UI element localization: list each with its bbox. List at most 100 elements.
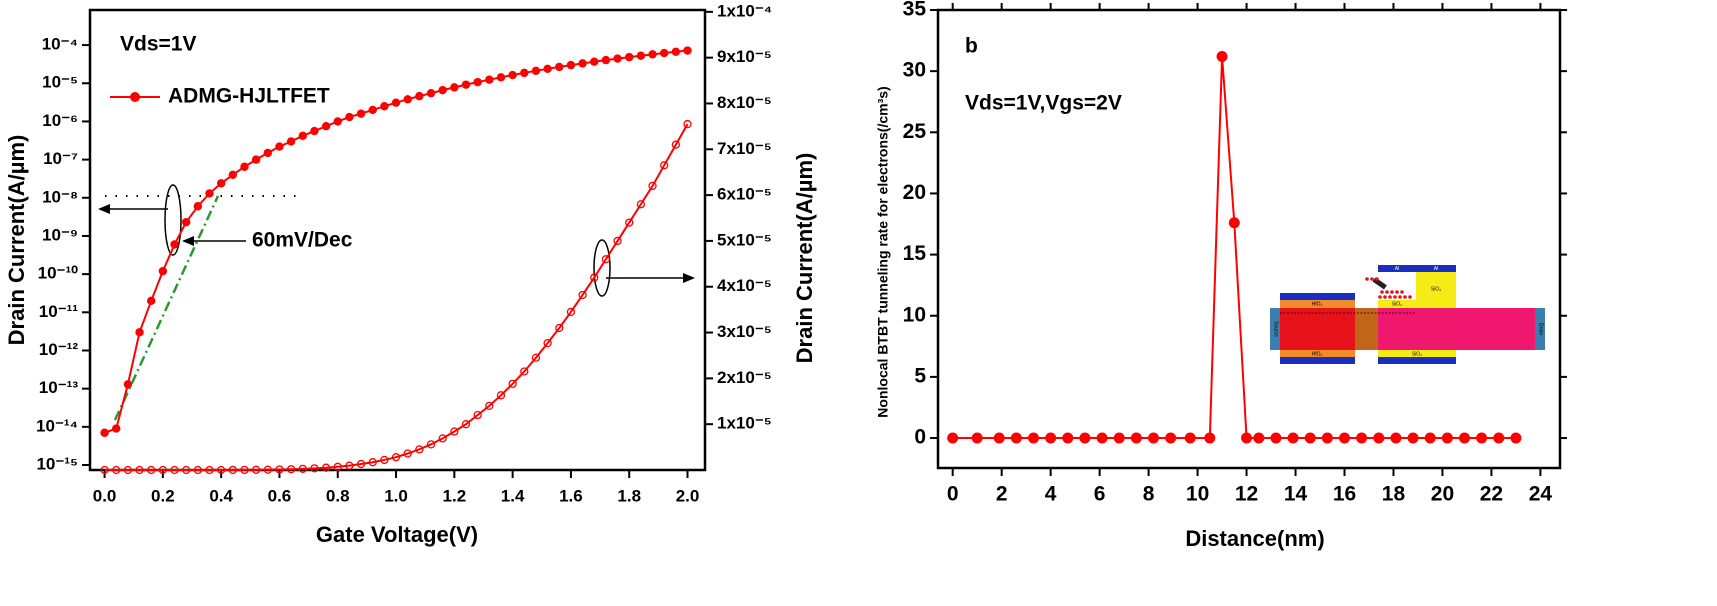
marker <box>520 367 529 376</box>
marker <box>1184 432 1196 444</box>
panel-label: b <box>965 35 978 58</box>
ellipse <box>593 239 611 297</box>
marker <box>263 148 272 158</box>
marker <box>135 465 144 475</box>
marker <box>1270 432 1282 444</box>
marker <box>1253 432 1265 444</box>
marker <box>543 64 552 74</box>
marker <box>147 296 156 306</box>
marker <box>368 105 377 115</box>
x-tick-label: 4 <box>1045 483 1057 506</box>
y-tick-label: 10⁻¹⁴ <box>36 416 78 435</box>
y-tick-label: 10⁻⁸ <box>42 187 78 206</box>
marker <box>601 255 611 264</box>
marker <box>993 432 1005 444</box>
marker <box>461 80 471 89</box>
y-tick-label: 5 <box>914 364 926 387</box>
x-tick-label: 0 <box>947 483 959 506</box>
plot-frame <box>88 8 707 472</box>
marker <box>1165 432 1177 444</box>
marker <box>1458 432 1470 444</box>
marker <box>566 60 576 70</box>
marker <box>947 432 959 444</box>
inset-label: HfO₂ <box>1312 351 1323 357</box>
marker <box>578 290 587 300</box>
marker <box>182 465 191 475</box>
series-line <box>104 123 689 471</box>
marker <box>240 465 249 475</box>
x-tick-label: 18 <box>1382 483 1406 506</box>
marker <box>403 95 412 104</box>
y-tick-label: 10⁻⁴ <box>42 35 78 54</box>
y-tick-label: 0 <box>914 426 926 449</box>
marker <box>1287 432 1299 444</box>
marker <box>368 458 377 467</box>
marker <box>135 328 144 337</box>
marker <box>123 465 133 475</box>
marker <box>1390 432 1402 444</box>
marker <box>391 453 401 462</box>
plot-frame <box>936 8 1562 470</box>
y-tick-label: 10⁻¹⁰ <box>38 264 79 283</box>
inset-label: Al <box>1395 266 1399 272</box>
annotation: Vds=1V,Vgs=2V <box>965 92 1122 115</box>
marker <box>555 62 564 72</box>
marker <box>1339 432 1351 444</box>
ellipse <box>164 184 182 256</box>
x-tick-label: 2.0 <box>676 486 700 505</box>
marker <box>438 434 447 443</box>
marker <box>251 155 261 164</box>
marker <box>659 48 669 58</box>
marker <box>1130 432 1142 444</box>
y-tick-label: 25 <box>903 120 927 143</box>
x-tick-label: 6 <box>1094 483 1106 506</box>
marker <box>461 420 471 429</box>
marker <box>356 459 366 469</box>
marker <box>1010 432 1022 444</box>
marker <box>625 52 634 62</box>
x-tick-label: 0.2 <box>151 486 175 505</box>
legend-label: ADMG-HJLTFET <box>168 85 330 108</box>
x-tick-label: 2 <box>996 483 1008 506</box>
y2-tick-label: 9x10⁻⁵ <box>717 47 772 66</box>
marker <box>298 131 307 141</box>
gate <box>1378 265 1456 272</box>
marker <box>485 75 494 84</box>
y-tick-label: 10⁻¹² <box>39 340 79 359</box>
dots <box>1365 277 1412 299</box>
marker <box>1079 432 1091 444</box>
marker <box>1321 432 1333 444</box>
marker <box>1045 432 1057 444</box>
marker <box>217 465 226 475</box>
marker <box>1241 432 1253 444</box>
marker <box>263 465 272 474</box>
y2-tick-label: 3x10⁻⁵ <box>717 322 772 341</box>
marker <box>112 465 121 475</box>
gate <box>1280 293 1355 300</box>
marker <box>426 88 436 98</box>
marker <box>286 465 296 474</box>
x-tick-label: 0.8 <box>326 486 350 505</box>
marker <box>508 70 517 80</box>
oxide <box>1416 272 1456 308</box>
marker <box>380 102 389 111</box>
x-tick-label: 24 <box>1529 483 1553 506</box>
arrowhead <box>683 273 695 283</box>
marker <box>403 449 412 458</box>
marker <box>228 465 237 475</box>
marker <box>391 98 401 107</box>
marker <box>1373 432 1385 444</box>
marker <box>590 57 599 66</box>
marker <box>1476 432 1488 444</box>
annotation: Vds=1V <box>120 33 196 56</box>
marker <box>286 137 296 146</box>
marker <box>426 440 436 449</box>
marker <box>450 427 459 436</box>
marker <box>158 465 168 475</box>
marker <box>100 465 109 475</box>
marker <box>613 54 622 63</box>
y-tick-label: 15 <box>903 242 927 265</box>
marker <box>683 46 692 55</box>
y-axis-label: Drain Current(A/µm) <box>4 135 29 346</box>
